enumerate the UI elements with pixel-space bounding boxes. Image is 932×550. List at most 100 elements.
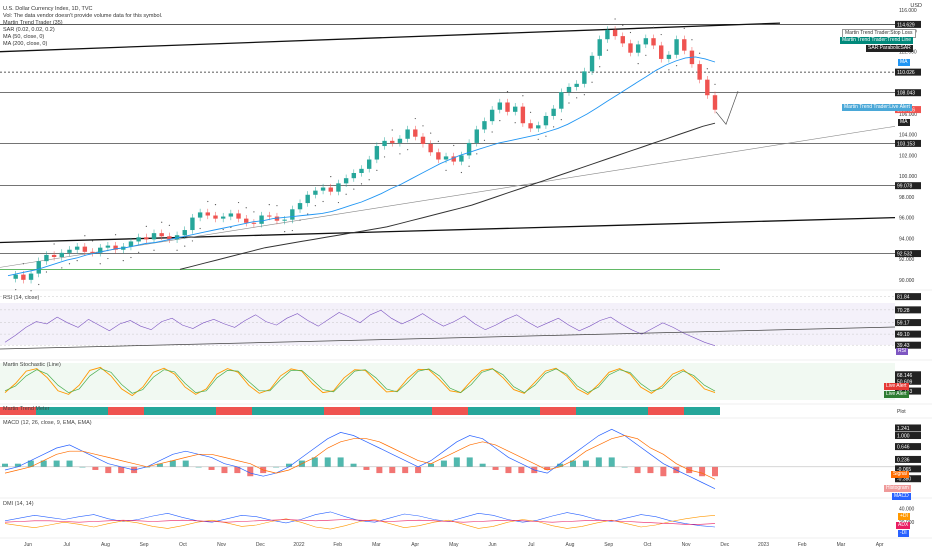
legend-symbol[interactable]: U.S. Dollar Currency Index, 1D, TVC bbox=[3, 6, 93, 12]
candle-body bbox=[712, 95, 718, 110]
candle-body bbox=[90, 251, 95, 253]
rsi-line bbox=[4, 309, 716, 346]
macd-histogram-bar bbox=[324, 457, 331, 467]
macd-tick-4: -0.065 bbox=[897, 467, 911, 473]
time-axis-tick-18: Dec bbox=[720, 542, 729, 548]
sar-dot bbox=[260, 234, 263, 236]
candle-body bbox=[659, 45, 664, 59]
macd-histogram-bar bbox=[544, 466, 551, 470]
macd-tick-5: -0.380 bbox=[897, 477, 911, 483]
trend-meter-block bbox=[564, 407, 576, 415]
trend-meter-block bbox=[408, 407, 420, 415]
macd-pane-title[interactable]: MACD (12, 26, close, 9, EMA, EMA) bbox=[3, 420, 92, 426]
sar-dot bbox=[153, 249, 155, 251]
time-axis-tick-6: Dec bbox=[256, 542, 265, 548]
candle-body bbox=[13, 274, 18, 279]
lower-channel-line bbox=[0, 216, 896, 244]
sar-dot bbox=[629, 31, 632, 34]
candle-body bbox=[36, 261, 41, 274]
candle-body bbox=[74, 246, 80, 250]
sar-dot bbox=[176, 249, 178, 251]
rsi-tick-tag-0 bbox=[895, 293, 921, 301]
tag-dmi-minus: -DI bbox=[898, 530, 909, 537]
candle-body bbox=[282, 219, 287, 221]
candle-body bbox=[474, 129, 479, 143]
sar-dot bbox=[368, 179, 370, 181]
sar-dot bbox=[245, 207, 247, 209]
trend-meter-block bbox=[72, 407, 84, 415]
tag-ma200: MA bbox=[898, 119, 910, 126]
macd-histogram-bar bbox=[415, 466, 422, 474]
trend-meter-block bbox=[144, 407, 156, 415]
price-level-tag-2 bbox=[895, 89, 921, 97]
legend-ma200[interactable]: MA (200, close, 0) bbox=[3, 41, 48, 47]
macd-histogram-bar bbox=[595, 457, 602, 467]
candle-body bbox=[536, 125, 541, 129]
trend-meter-block bbox=[204, 407, 216, 415]
candle-body bbox=[489, 109, 495, 122]
trend-meter-block bbox=[228, 407, 240, 415]
candle-body bbox=[390, 140, 395, 143]
candle-body bbox=[213, 215, 218, 219]
time-axis-tick-8: Feb bbox=[333, 542, 342, 548]
sar-dot bbox=[476, 153, 478, 155]
trend-meter-block bbox=[648, 407, 660, 415]
candle-body bbox=[228, 213, 234, 217]
sar-dot bbox=[545, 135, 547, 137]
sar-dot bbox=[460, 171, 463, 174]
price-axis-tick-8: 100.000 bbox=[899, 174, 917, 180]
macd-tick-tag-2 bbox=[895, 443, 921, 451]
sar-dot bbox=[268, 204, 270, 206]
sar-dot bbox=[437, 140, 439, 142]
time-axis-tick-10: Apr bbox=[411, 542, 419, 548]
sar-dot bbox=[214, 204, 217, 206]
candle-body bbox=[190, 217, 195, 231]
trend-meter-block bbox=[624, 407, 636, 415]
ma200-line bbox=[179, 122, 716, 270]
sar-dot bbox=[345, 193, 347, 195]
sar-dot bbox=[76, 260, 78, 262]
legend-martin-trend-trader[interactable]: Martin Trend Trader (35) bbox=[3, 20, 63, 26]
rsi-pane-title[interactable]: RSI (14, close) bbox=[3, 295, 40, 301]
candle-body bbox=[643, 38, 649, 45]
sar-dot bbox=[637, 62, 639, 65]
trend-meter-block bbox=[612, 407, 624, 415]
macd-histogram-bar bbox=[286, 463, 292, 467]
tag-macd: MACD bbox=[892, 493, 911, 500]
macd-histogram-bar bbox=[428, 463, 434, 467]
sar-dot bbox=[38, 283, 40, 286]
trend-meter-block bbox=[420, 407, 432, 415]
legend-ma50[interactable]: MA (50, close, 0) bbox=[3, 34, 45, 40]
dmi-pane-title[interactable]: DMI (14, 14) bbox=[3, 501, 34, 507]
sar-dot bbox=[84, 235, 86, 237]
trend-meter-block bbox=[696, 407, 708, 415]
candle-body bbox=[512, 106, 518, 112]
macd-histogram-bar bbox=[208, 466, 215, 470]
trend-meter-pane-title[interactable]: Martin Trend Meter bbox=[3, 406, 50, 412]
macd-histogram-bar bbox=[363, 466, 370, 470]
stochastic-pane-title[interactable]: Martin Stochastic (Line) bbox=[3, 362, 61, 368]
trend-meter-block bbox=[192, 407, 204, 415]
candle-body bbox=[67, 249, 72, 253]
candle-body bbox=[520, 106, 526, 124]
legend-sar[interactable]: SAR (0.02, 0.02, 0.2) bbox=[3, 27, 55, 33]
candle-body bbox=[413, 129, 418, 137]
tag-live-alert-green: Live Alert bbox=[884, 391, 909, 398]
candle-body bbox=[405, 129, 410, 139]
candle-body bbox=[451, 156, 456, 162]
legend-volume: Vol: The data vendor doesn't provide vol… bbox=[3, 13, 163, 19]
sar-dot bbox=[376, 169, 378, 172]
macd-tick-tag-5 bbox=[895, 475, 921, 483]
trend-meter-block bbox=[360, 407, 372, 415]
stoch-background bbox=[0, 363, 895, 400]
sar-dot bbox=[222, 228, 224, 231]
macd-histogram-bar bbox=[505, 466, 512, 474]
sar-dot bbox=[399, 153, 401, 155]
candle-body bbox=[505, 102, 510, 112]
macd-histogram-bar bbox=[518, 466, 525, 474]
price-axis-tick-6: 104.000 bbox=[899, 133, 917, 139]
macd-histogram-bar bbox=[647, 466, 654, 474]
price-axis-tick-7: 102.000 bbox=[899, 153, 917, 159]
candle-body bbox=[382, 140, 387, 147]
